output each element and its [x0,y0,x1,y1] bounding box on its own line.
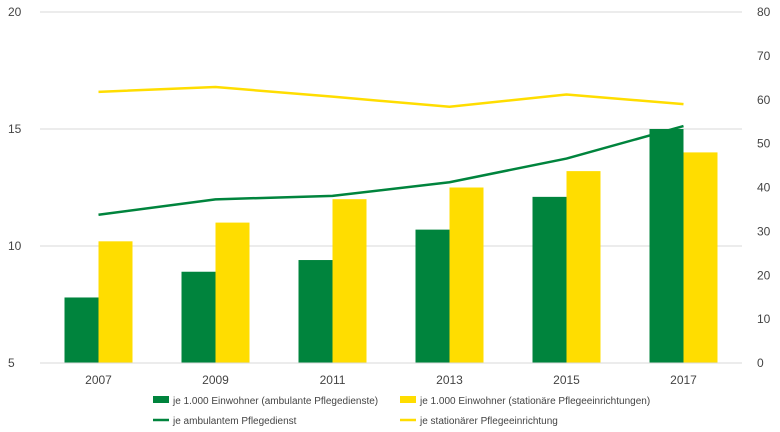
legend-swatch [400,396,416,403]
y-right-tick-label: 0 [757,356,764,370]
bar [181,271,216,363]
series-lines [98,85,684,216]
y-right-tick-label: 30 [757,224,771,238]
y-left-tick-label: 5 [8,356,15,370]
axes: 5 10 15 20 0 10 20 30 40 50 60 70 80 2007 2009 2011 2013… [8,5,771,387]
series-line [98,85,684,109]
legend-label: je stationärer Pflegeeinrichtung [419,416,558,427]
gridlines [40,11,742,364]
bar [415,229,450,363]
bar [215,222,250,363]
y-left-tick-label: 20 [8,5,22,19]
legend: je 1.000 Einwohner (ambulante Pflegedien… [153,396,650,427]
x-tick-label: 2017 [670,373,697,387]
x-tick-label: 2011 [320,373,346,387]
y-right-tick-label: 50 [757,137,771,151]
legend-label: je ambulantem Pflegedienst [172,416,297,427]
y-right-tick-label: 70 [757,49,771,63]
bar [649,129,684,363]
y-right-tick-label: 40 [757,181,771,195]
x-tick-label: 2007 [85,373,112,387]
bar [64,297,99,363]
y-right-tick-label: 80 [757,5,771,19]
x-tick-label: 2015 [553,373,580,387]
y-right-tick-label: 60 [757,93,771,107]
legend-label: je 1.000 Einwohner (ambulante Pflegedien… [172,396,378,407]
series-line [98,124,684,216]
y-left-tick-label: 10 [8,239,22,253]
bar [298,260,333,363]
bar [449,187,484,363]
bar [683,152,718,363]
legend-swatch [153,396,169,403]
legend-label: je 1.000 Einwohner (stationäre Pflegeein… [419,396,650,407]
bar [566,171,601,363]
x-tick-label: 2013 [436,373,463,387]
bar [532,196,567,363]
y-right-tick-label: 10 [757,312,771,326]
bar [98,241,133,363]
y-right-tick-label: 20 [757,268,771,282]
y-left-tick-label: 15 [8,122,22,136]
bar [332,199,367,363]
x-tick-label: 2009 [202,373,229,387]
bars [64,129,718,363]
